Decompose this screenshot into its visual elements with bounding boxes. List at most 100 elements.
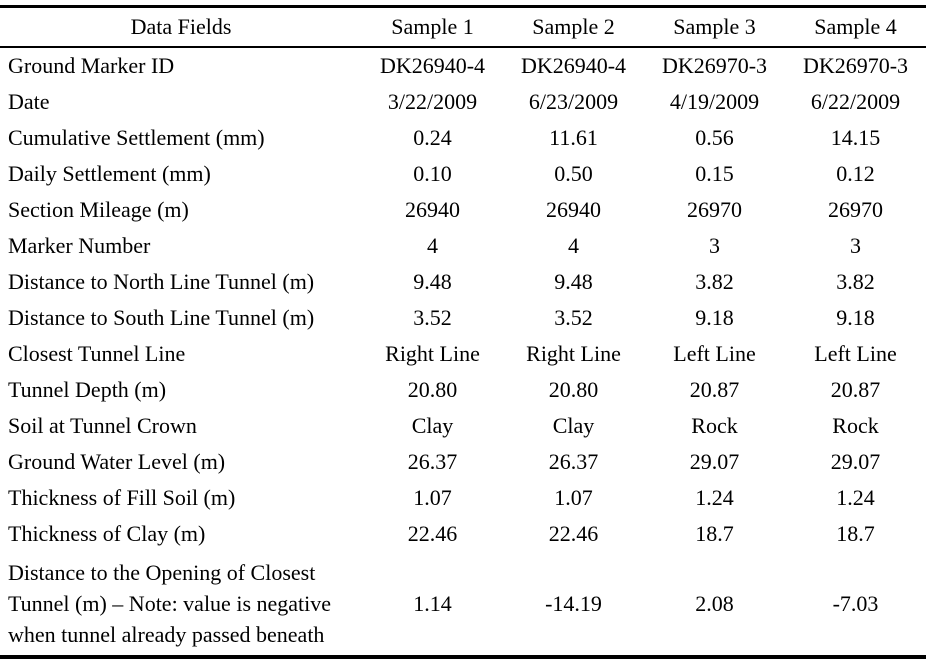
cell-value: Clay: [411, 412, 454, 438]
cell-value: 9.48: [554, 268, 593, 294]
cell-value: 9.18: [695, 304, 734, 330]
cell-value: 26940: [405, 196, 460, 222]
cell-value: 3: [709, 232, 720, 258]
table-row: Ground Water Level (m) 26.37 26.37 29.07 29.…: [0, 444, 926, 480]
field-label: Section Mileage (m): [8, 196, 189, 222]
field-label: Ground Marker ID: [8, 52, 175, 78]
cell-value: Left Line: [814, 340, 897, 366]
cell-value: 4: [568, 232, 579, 258]
cell-value: 1.07: [413, 484, 452, 510]
field-label: Distance to the Opening of Closest Tunne…: [8, 560, 332, 647]
table-row: Thickness of Clay (m) 22.46 22.46 18.7 18.7: [0, 516, 926, 552]
table-row: Marker Number 4 4 3 3: [0, 228, 926, 264]
cell-value: 4/19/2009: [669, 88, 760, 114]
cell-value: 18.7: [695, 520, 734, 546]
table-row: Thickness of Fill Soil (m) 1.07 1.07 1.24 1.…: [0, 480, 926, 516]
cell-value: 4: [427, 232, 438, 258]
cell-value: 6/22/2009: [810, 88, 901, 114]
cell-value: 0.56: [695, 124, 734, 150]
cell-value: DK26940-4: [379, 52, 486, 78]
header-sample-3: Sample 3: [644, 6, 785, 48]
cell-value: -7.03: [832, 591, 879, 616]
header-sample-4: Sample 4: [785, 6, 926, 48]
header-sample-1: Sample 1: [362, 6, 503, 48]
table-row: Date 3/22/2009 6/23/2009 4/19/2009 6/22/2009: [0, 84, 926, 120]
sample-data-table: Data Fields Sample 1 Sample 2 Sample 3 S…: [0, 5, 926, 659]
table-row: Tunnel Depth (m) 20.80 20.80 20.87 20.87: [0, 372, 926, 408]
cell-value: 22.46: [407, 520, 458, 546]
table-row: Soil at Tunnel Crown Clay Clay Rock Rock: [0, 408, 926, 444]
cell-value: 2.08: [695, 591, 734, 616]
field-label: Soil at Tunnel Crown: [8, 412, 197, 438]
cell-value: -14.19: [545, 591, 602, 616]
cell-value: DK26970-3: [802, 52, 909, 78]
cell-value: 26940: [546, 196, 601, 222]
cell-value: 29.07: [830, 448, 881, 474]
cell-value: 9.18: [836, 304, 875, 330]
cell-value: 20.87: [830, 376, 881, 402]
cell-value: 20.87: [689, 376, 740, 402]
cell-value: 14.15: [830, 124, 881, 150]
table-row: Daily Settlement (mm) 0.10 0.50 0.15 0.12: [0, 156, 926, 192]
cell-value: 1.14: [413, 591, 452, 616]
cell-value: 22.46: [548, 520, 599, 546]
cell-value: 1.24: [695, 484, 734, 510]
field-label: Daily Settlement (mm): [8, 160, 211, 186]
cell-value: 6/23/2009: [528, 88, 619, 114]
field-label: Closest Tunnel Line: [8, 340, 186, 366]
cell-value: Rock: [691, 412, 738, 438]
cell-value: 11.61: [549, 124, 598, 150]
cell-value: 29.07: [689, 448, 740, 474]
cell-value: 3.52: [554, 304, 593, 330]
table-row: Distance to North Line Tunnel (m) 9.48 9.4…: [0, 264, 926, 300]
table-body: Ground Marker ID DK26940-4 DK26940-4 DK2697…: [0, 47, 926, 657]
cell-value: 3/22/2009: [387, 88, 478, 114]
cell-value: 0.10: [413, 160, 452, 186]
cell-value: DK26940-4: [520, 52, 627, 78]
table-row: Distance to South Line Tunnel (m) 3.52 3.5…: [0, 300, 926, 336]
field-label: Distance to North Line Tunnel (m): [8, 268, 315, 294]
header-sample-2: Sample 2: [503, 6, 644, 48]
field-label: Cumulative Settlement (mm): [8, 124, 265, 150]
field-label: Thickness of Fill Soil (m): [8, 484, 236, 510]
cell-value: 26.37: [407, 448, 458, 474]
field-label: Date: [8, 88, 50, 114]
cell-value: DK26970-3: [661, 52, 768, 78]
table-header: Data Fields Sample 1 Sample 2 Sample 3 S…: [0, 6, 926, 48]
field-label: Tunnel Depth (m): [8, 376, 167, 402]
cell-value: 3: [850, 232, 861, 258]
cell-value: 3.82: [695, 268, 734, 294]
cell-value: 3.82: [836, 268, 875, 294]
cell-value: 9.48: [413, 268, 452, 294]
field-label: Ground Water Level (m): [8, 448, 226, 474]
cell-value: 26970: [828, 196, 883, 222]
cell-value: 26.37: [548, 448, 599, 474]
header-data-fields: Data Fields: [0, 6, 362, 48]
cell-value: 20.80: [407, 376, 458, 402]
cell-value: 3.52: [413, 304, 452, 330]
cell-value: Left Line: [673, 340, 756, 366]
field-label: Thickness of Clay (m): [8, 520, 206, 546]
cell-value: 0.15: [695, 160, 734, 186]
cell-value: Right Line: [526, 340, 621, 366]
cell-value: 0.50: [554, 160, 593, 186]
cell-value: 0.12: [836, 160, 875, 186]
field-label: Marker Number: [8, 232, 151, 258]
cell-value: 1.24: [836, 484, 875, 510]
table-row: Closest Tunnel Line Right Line Right Line L…: [0, 336, 926, 372]
header-row: Data Fields Sample 1 Sample 2 Sample 3 S…: [0, 6, 926, 48]
cell-value: 18.7: [836, 520, 875, 546]
cell-value: 0.24: [413, 124, 452, 150]
field-label: Distance to South Line Tunnel (m): [8, 304, 315, 330]
cell-value: 20.80: [548, 376, 599, 402]
table-row: Ground Marker ID DK26940-4 DK26940-4 DK2697…: [0, 47, 926, 84]
table-row: Distance to the Opening of Closest Tunne…: [0, 552, 926, 657]
cell-value: 26970: [687, 196, 742, 222]
cell-value: Clay: [552, 412, 595, 438]
table-row: Cumulative Settlement (mm) 0.24 11.61 0.56 1…: [0, 120, 926, 156]
cell-value: Right Line: [385, 340, 480, 366]
cell-value: Rock: [832, 412, 879, 438]
cell-value: 1.07: [554, 484, 593, 510]
table-row: Section Mileage (m) 26940 26940 26970 26970: [0, 192, 926, 228]
